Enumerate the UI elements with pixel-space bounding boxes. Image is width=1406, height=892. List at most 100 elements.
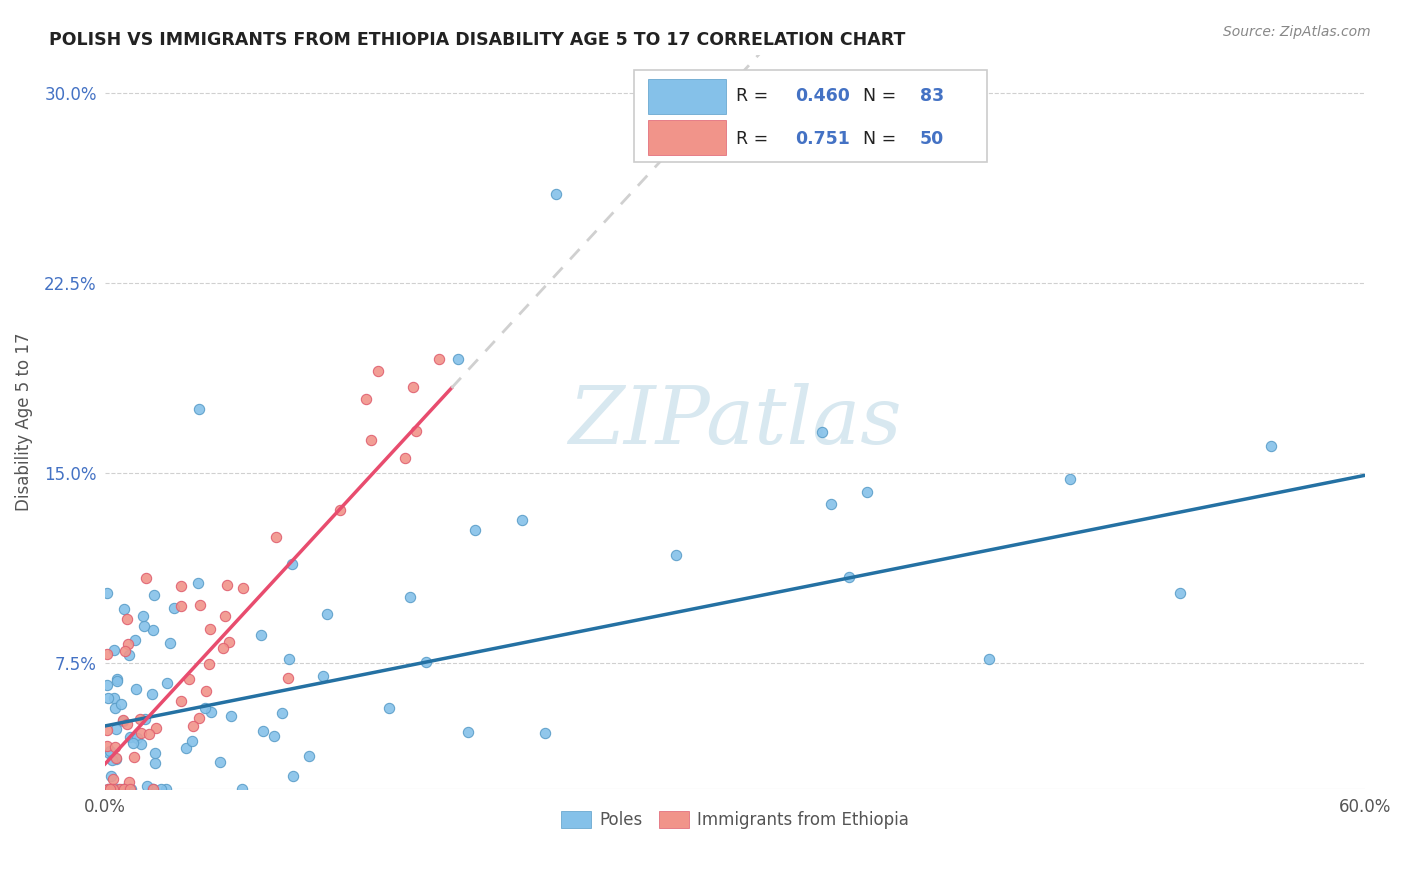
Point [96, 678, 118, 692]
Point [97, 746, 120, 760]
Point [105, 674, 128, 689]
Point [141, 782, 163, 797]
Point [394, 450, 416, 465]
Point [977, 651, 1000, 665]
Point [316, 607, 339, 621]
Point [214, 609, 236, 624]
Point [105, 672, 128, 686]
Point [112, 782, 135, 797]
Point [104, 752, 127, 766]
Point [96, 739, 118, 754]
Point [112, 713, 135, 727]
Point [129, 726, 152, 740]
Point [402, 380, 425, 394]
Point [143, 756, 166, 771]
Point [212, 641, 235, 656]
Point [134, 619, 156, 633]
Point [103, 690, 125, 705]
Point [104, 751, 127, 765]
Point [252, 723, 274, 738]
Point [277, 671, 299, 685]
Point [180, 734, 202, 748]
Point [1170, 586, 1192, 600]
Point [112, 782, 135, 797]
Point [142, 782, 165, 797]
Point [187, 401, 209, 416]
Point [281, 769, 304, 783]
Point [447, 351, 470, 366]
Point [125, 731, 148, 746]
Point [464, 523, 486, 537]
Point [104, 739, 127, 754]
Point [149, 782, 172, 797]
Point [129, 738, 152, 752]
Point [143, 747, 166, 761]
Point [534, 726, 557, 740]
Point [183, 719, 205, 733]
Point [263, 729, 285, 743]
Point [118, 730, 141, 744]
Point [103, 643, 125, 657]
Point [329, 503, 352, 517]
Point [134, 712, 156, 726]
Point [810, 425, 832, 439]
Point [108, 782, 131, 797]
Point [664, 548, 686, 562]
Point [1260, 440, 1282, 454]
Point [118, 774, 141, 789]
Point [120, 782, 142, 797]
Point [135, 571, 157, 585]
Point [1059, 472, 1081, 486]
Point [112, 782, 135, 797]
Point [217, 578, 239, 592]
Point [101, 782, 124, 797]
Point [97, 690, 120, 705]
Point [124, 682, 146, 697]
Point [120, 782, 142, 797]
Point [156, 676, 179, 690]
Point [114, 644, 136, 658]
Point [132, 608, 155, 623]
Point [231, 782, 253, 797]
Point [187, 576, 209, 591]
Point [155, 782, 177, 797]
Point [112, 714, 135, 728]
Point [103, 782, 125, 797]
Point [96, 647, 118, 661]
Point [100, 769, 122, 783]
Text: POLISH VS IMMIGRANTS FROM ETHIOPIA DISABILITY AGE 5 TO 17 CORRELATION CHART: POLISH VS IMMIGRANTS FROM ETHIOPIA DISAB… [49, 31, 905, 49]
Text: Source: ZipAtlas.com: Source: ZipAtlas.com [1223, 25, 1371, 39]
Point [101, 772, 124, 786]
Point [96, 723, 118, 737]
Point [98, 782, 121, 797]
Point [170, 599, 193, 614]
Point [200, 705, 222, 719]
Point [104, 723, 127, 737]
Point [820, 497, 842, 511]
Point [218, 635, 240, 649]
Point [208, 755, 231, 769]
Y-axis label: Disability Age 5 to 17: Disability Age 5 to 17 [15, 333, 32, 511]
Point [856, 485, 879, 500]
Text: ZIPatlas: ZIPatlas [568, 384, 901, 461]
Point [142, 782, 165, 797]
Point [142, 623, 165, 637]
Point [312, 669, 335, 683]
Point [378, 701, 401, 715]
Point [281, 558, 304, 572]
Point [112, 602, 135, 616]
Point [398, 590, 420, 604]
Point [97, 782, 120, 797]
Point [104, 701, 127, 715]
Point [135, 780, 157, 794]
Point [278, 652, 301, 666]
Point [122, 749, 145, 764]
Point [145, 721, 167, 735]
Point [197, 657, 219, 671]
Point [115, 612, 138, 626]
Point [367, 364, 389, 378]
Point [415, 655, 437, 669]
Point [159, 635, 181, 649]
Point [360, 434, 382, 448]
Point [427, 352, 450, 367]
